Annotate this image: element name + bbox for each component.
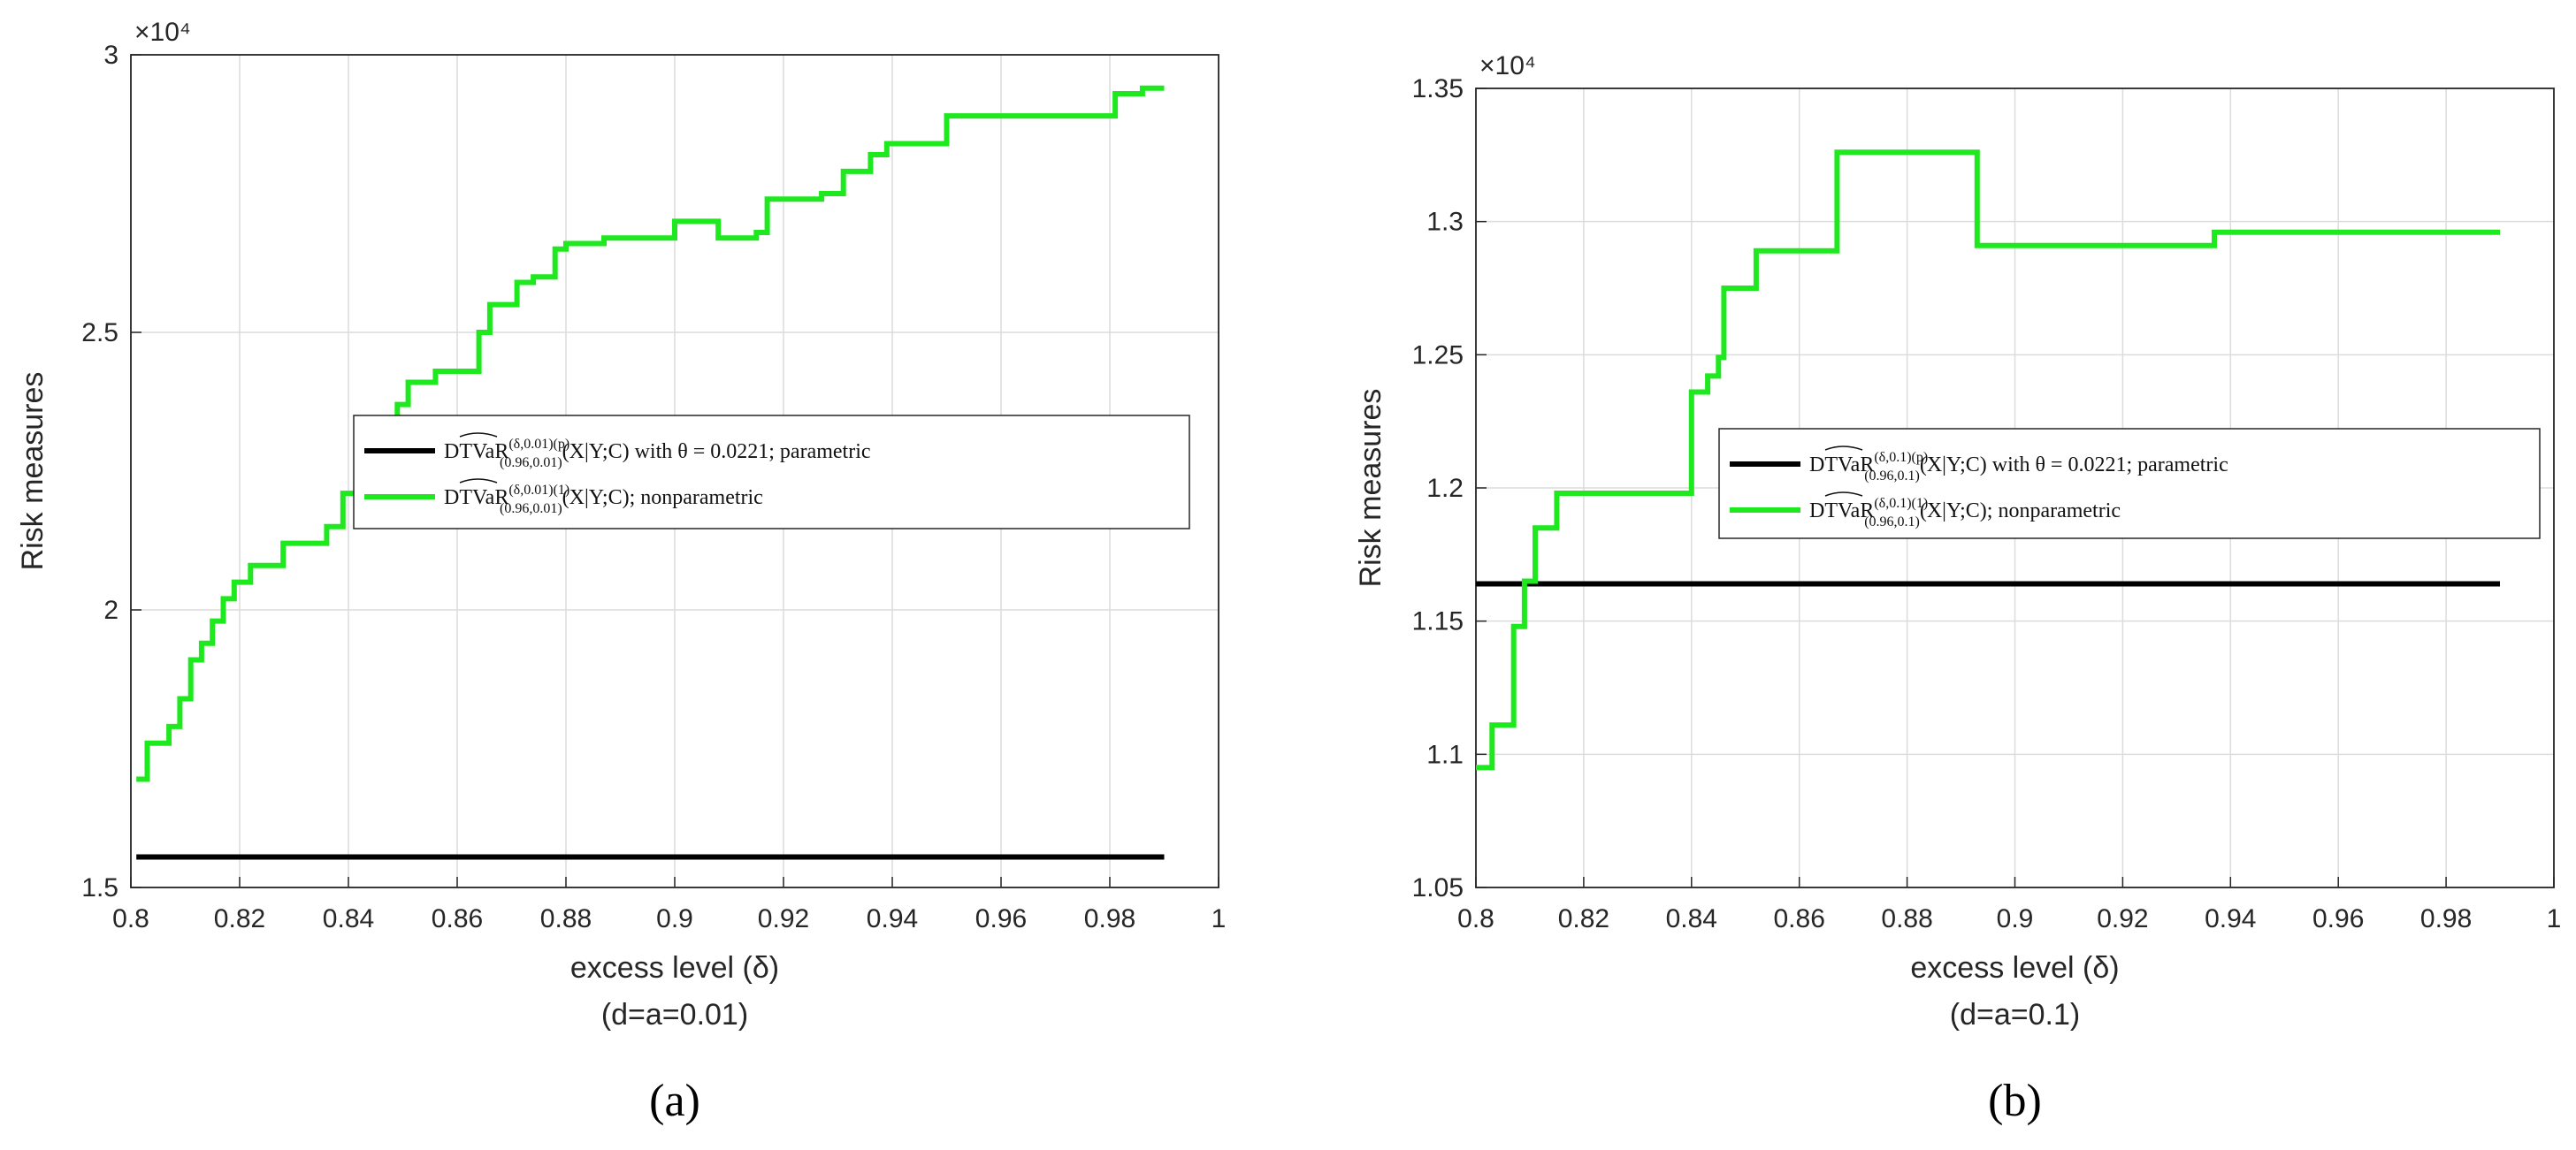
x-tick-label: 0.9 [656,904,693,933]
x-tick-label: 1 [2547,904,2562,933]
legend-entry-1: DTVaR(δ,0.01)(1) (0.96,0.01)(X|Y;C); nonp… [444,483,763,516]
x-tick-label: 0.86 [432,904,483,933]
legend-box [353,415,1190,529]
x-tick-label: 0.88 [540,904,592,933]
chart-subtitle: (d=a=0.01) [601,998,748,1032]
x-tick-label: 0.96 [975,904,1027,933]
series-line-1 [1476,149,2500,771]
legend-hat [1824,446,1863,451]
y-tick-label: 1.15 [1412,607,1464,636]
axes-box [1475,88,2555,888]
y-tick-label: 2 [103,596,118,625]
y-tick-label: 1.2 [1426,474,1464,503]
x-tick-label: 0.82 [1558,904,1609,933]
y-axis-label: Risk measures [1354,389,1387,588]
chart-b: 0.8 0.82 0.84 0.86 0.88 0.9 0.92 0.94 0.96 0.98 1 1… [1354,51,2562,1126]
x-tick-label: 0.9 [1997,904,2034,933]
x-tick-label: 0.92 [758,904,809,933]
x-tick-label: 0.96 [2312,904,2364,933]
chart-panel-a: 0.8 0.82 0.84 0.86 0.88 0.9 0.92 0.94 0.96 0.98 1 1… [16,18,1227,1126]
y-tick-label: 3 [103,41,118,70]
legend-hat [459,478,498,484]
y-tick-label: 1.35 [1412,74,1464,103]
x-tick-label: 0.82 [214,904,265,933]
y-tick-label: 1.1 [1426,740,1464,769]
series-line-1 [136,85,1165,782]
legend-box [1718,428,2541,539]
y-axis-label: Risk measures [16,372,50,571]
panel-label: (b) [1988,1076,2042,1126]
legend-entry-0: DTVaR(δ,0.01)(p) (0.96,0.01)(X|Y;C) with … [444,437,871,470]
x-axis-label: excess level (δ) [570,951,779,985]
x-axis-label: excess level (δ) [1910,951,2119,985]
x-tick-label: 0.86 [1774,904,1825,933]
x-tick-label: 0.8 [112,904,149,933]
x-tick-label: 0.84 [323,904,374,933]
x-tick-label: 0.98 [2420,904,2472,933]
legend-hat [459,432,498,438]
axes-box [130,54,1219,888]
y-tick-label: 1.3 [1426,208,1464,237]
panel-label: (a) [649,1076,700,1126]
chart-a: 0.8 0.82 0.84 0.86 0.88 0.9 0.92 0.94 0.96 0.98 1 1… [16,18,1227,1126]
y-tick-label: 1.5 [81,873,118,902]
legend-hat [1824,491,1863,497]
y-exponent-label: ×10⁴ [1479,51,1536,80]
legend-entry-0: DTVaR(δ,0.1)(p) (0.96,0.1)(X|Y;C) with θ … [1809,450,2228,484]
x-tick-label: 0.94 [2205,904,2256,933]
x-tick-label: 0.8 [1457,904,1494,933]
x-tick-label: 0.94 [867,904,918,933]
y-tick-label: 1.05 [1412,873,1464,902]
y-tick-label: 2.5 [81,318,118,347]
y-exponent-label: ×10⁴ [134,18,191,47]
chart-panel-b: 0.8 0.82 0.84 0.86 0.88 0.9 0.92 0.94 0.96 0.98 1 1… [1288,0,2576,1150]
y-tick-label: 1.25 [1412,340,1464,369]
x-tick-label: 0.92 [2097,904,2148,933]
x-tick-label: 1 [1212,904,1227,933]
x-tick-label: 0.84 [1666,904,1717,933]
chart-subtitle: (d=a=0.1) [1950,998,2080,1032]
x-tick-label: 0.98 [1084,904,1135,933]
legend-entry-1: DTVaR(δ,0.1)(1) (0.96,0.1)(X|Y;C); nonpar… [1809,496,2121,529]
x-tick-label: 0.88 [1881,904,1932,933]
